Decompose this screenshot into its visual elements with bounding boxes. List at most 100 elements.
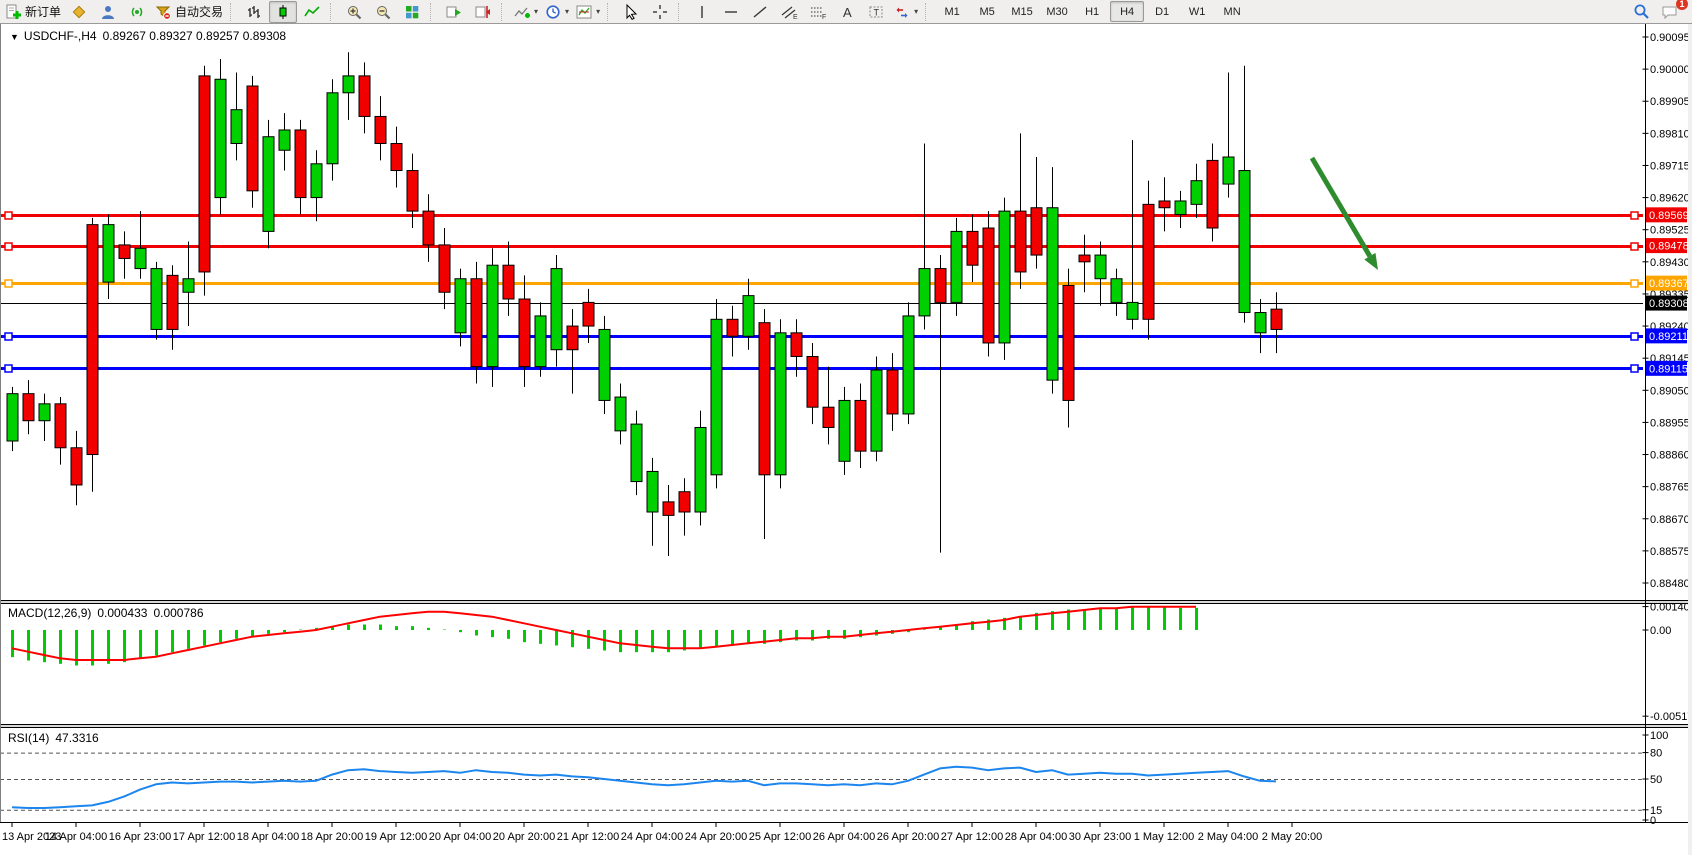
symbol-dropdown-icon[interactable]: ▼	[10, 32, 19, 42]
equidistant-channel-button[interactable]: E	[775, 1, 803, 23]
timeframe-M30[interactable]: M30	[1046, 5, 1068, 18]
bar-chart-button[interactable]	[240, 1, 268, 23]
toolbar-separator	[607, 2, 613, 21]
candle-bull	[710, 318, 723, 476]
timeframe-MN[interactable]: MN	[1223, 5, 1241, 18]
timeframe-D1[interactable]: D1	[1155, 5, 1170, 18]
horizontal-line-button[interactable]	[717, 1, 745, 23]
chevron-down-icon: ▾	[596, 7, 601, 16]
candle-bear	[1030, 207, 1043, 256]
price-label-bg-support	[1646, 328, 1687, 344]
timeframe-H4[interactable]: H4	[1110, 1, 1145, 22]
toolbar-separator	[330, 2, 336, 21]
time-axis-label: 16 Apr 23:00	[109, 831, 171, 843]
profile-button[interactable]	[94, 1, 122, 23]
line-chart-button[interactable]	[298, 1, 326, 23]
candle-bear	[358, 75, 371, 117]
candle-bear	[70, 447, 83, 486]
symbol-period-label: USDCHF-,H4	[23, 29, 97, 43]
zoom-out-button[interactable]	[369, 1, 397, 23]
pane-separator[interactable]	[0, 724, 1692, 728]
templates-button[interactable]: ▾	[573, 1, 603, 23]
chart-shift-icon	[475, 5, 491, 18]
price-label-bg-current	[1646, 295, 1687, 311]
candle-bear	[86, 224, 99, 456]
cursor-button[interactable]	[617, 1, 645, 23]
auto-scroll-button[interactable]	[440, 1, 468, 23]
candle-bull	[1174, 200, 1187, 215]
search-button[interactable]	[1627, 1, 1655, 23]
timeframe-M1[interactable]: M1	[944, 5, 960, 18]
hline-handle[interactable]	[4, 364, 13, 373]
tile-windows-button[interactable]	[398, 1, 426, 23]
indicators-button[interactable]: ▾	[511, 1, 541, 23]
candle-bear	[1014, 210, 1027, 273]
zoom-in-button[interactable]	[340, 1, 368, 23]
price-label-0.89478: 0.89478	[1649, 241, 1689, 253]
candle-bear	[1078, 254, 1091, 263]
macd-value-1: 0.000433	[97, 606, 148, 620]
candle-bear	[294, 129, 307, 199]
timeframe-M5[interactable]: M5	[979, 5, 995, 18]
signal-icon	[131, 7, 143, 16]
candle-bear	[1158, 200, 1171, 209]
toolbar-separator	[678, 2, 684, 21]
fibonacci-button[interactable]: F	[804, 1, 832, 23]
hline-handle[interactable]	[1630, 279, 1639, 288]
candle-bear	[22, 393, 35, 422]
crosshair-button[interactable]	[646, 1, 674, 23]
hline-handle[interactable]	[4, 211, 13, 220]
hline-handle[interactable]	[4, 279, 13, 288]
new-order-icon	[6, 4, 21, 19]
rsi-indicator-label: RSI(14)	[8, 731, 50, 745]
candlestick-chart-button[interactable]	[269, 0, 298, 23]
svg-text:F: F	[822, 14, 826, 20]
quotes-button[interactable]	[65, 1, 93, 23]
hline-handle[interactable]	[1630, 211, 1639, 220]
timeframe-M15[interactable]: M15	[1011, 5, 1033, 18]
text-button[interactable]: A	[833, 1, 861, 23]
candle-bull	[486, 264, 499, 368]
chart-shift-button[interactable]	[469, 1, 497, 23]
timeframe-H1[interactable]: H1	[1085, 5, 1100, 18]
autotrade-button[interactable]: 自动交易	[152, 1, 226, 23]
arrows-button[interactable]: ▾	[891, 1, 921, 23]
search-icon	[1634, 4, 1649, 19]
hline-handle[interactable]	[4, 332, 13, 341]
pane-separator[interactable]	[0, 600, 1692, 604]
trendline-button[interactable]	[746, 1, 774, 23]
svg-text:T: T	[874, 7, 880, 17]
candle-bull	[694, 426, 707, 513]
annotation-arrow-head[interactable]	[1364, 252, 1378, 270]
price-axis-tick-label: 0.89905	[1650, 96, 1690, 108]
text-label-button[interactable]: T	[862, 1, 890, 23]
hline-handle[interactable]	[1630, 364, 1639, 373]
price-axis-tick-label: 0.88955	[1650, 417, 1690, 429]
new-order-button[interactable]: 新订单	[2, 1, 64, 23]
hline-handle[interactable]	[1630, 242, 1639, 251]
candle-bear	[470, 278, 483, 368]
signal-button[interactable]	[123, 1, 151, 23]
price-axis-tick-label: 0.88575	[1650, 546, 1690, 558]
chevron-down-icon: ▾	[534, 7, 539, 16]
chat-button[interactable]: 1	[1656, 0, 1688, 23]
timeframe-group: M1 M5 M15 M30 H1 H4 D1 W1 MN	[935, 1, 1249, 22]
timeframe-W1[interactable]: W1	[1188, 5, 1206, 18]
price-axis-tick-label: 0.89430	[1650, 257, 1690, 269]
hline-handle[interactable]	[1630, 332, 1639, 341]
clock-icon	[546, 4, 560, 19]
candle-bull	[902, 315, 915, 415]
candle-bear	[406, 170, 419, 212]
chevron-down-icon: ▾	[914, 7, 919, 16]
candle-bear	[726, 318, 739, 337]
price-axis-tick-label: 0.88860	[1650, 450, 1690, 462]
price-axis-tick-label: 0.90000	[1650, 64, 1690, 76]
periods-button[interactable]: ▾	[542, 1, 572, 23]
hline-handle[interactable]	[4, 242, 13, 251]
time-axis-label: 20 Apr 04:00	[429, 831, 491, 843]
annotation-arrow[interactable]	[1309, 156, 1373, 258]
candle-bear	[806, 355, 819, 408]
vertical-line-button[interactable]	[688, 1, 716, 23]
template-icon	[576, 5, 592, 18]
